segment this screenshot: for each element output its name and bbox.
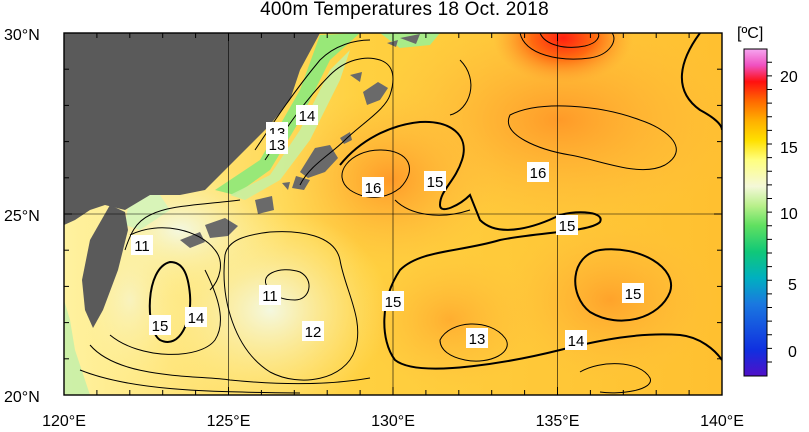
contour-label-text: 11: [262, 288, 278, 305]
contour-label-text: 14: [568, 333, 585, 350]
contour-label-text: 12: [305, 324, 322, 341]
contour-label: 16: [362, 177, 384, 197]
lat-label-30n: 30°N: [4, 27, 40, 44]
colorbar-label-0: 0: [788, 344, 797, 361]
contour-label: 11: [259, 285, 281, 305]
contour-label: 11: [131, 235, 153, 255]
lon-label-135e: 135°E: [536, 413, 580, 430]
warm-eddy: [493, 33, 633, 83]
colorbar-label-20: 20: [780, 69, 798, 86]
contour-label-text: 16: [530, 165, 547, 182]
land-mass-taiwan: [82, 205, 128, 328]
contour-label: 16: [527, 162, 549, 182]
colorbar-label-5: 5: [788, 277, 797, 294]
contour-label-text: 15: [385, 294, 402, 311]
contour-label: 12: [302, 321, 324, 341]
axis-ticks: [63, 32, 723, 396]
contour-label: 15: [424, 171, 446, 191]
contour-label: 13: [466, 328, 488, 348]
contour-label: 13: [266, 134, 288, 154]
contour-label-text: 13: [269, 137, 286, 154]
lon-label-130e: 130°E: [371, 413, 415, 430]
lon-label-120e: 120°E: [42, 413, 86, 430]
lat-label-20n: 20°N: [4, 389, 40, 406]
contour-label: 15: [382, 291, 404, 311]
contour-label-text: 13: [469, 331, 486, 348]
contour-label-text: 15: [152, 318, 169, 335]
colorbar-label-10: 10: [780, 206, 798, 223]
temperature-field: [64, 33, 722, 395]
land-mass-china: [64, 33, 320, 225]
latitude-labels: 30°N 25°N 20°N: [4, 27, 40, 406]
contour-label-text: 11: [134, 238, 150, 255]
colorbar-label-15: 15: [780, 140, 798, 157]
colorbar-ticks: [767, 61, 772, 363]
graticule: [64, 33, 722, 395]
contour-label-text: 15: [559, 218, 576, 235]
colorbar-gradient: [743, 48, 768, 377]
contour-label: 14: [185, 307, 207, 327]
lat-label-25n: 25°N: [4, 208, 40, 225]
contour-label-text: 15: [625, 286, 642, 303]
contour-label-text: 15: [427, 174, 444, 191]
contour-label: 14: [565, 330, 587, 350]
colorbar: 20 15 10 5 0: [743, 48, 798, 377]
contour-label-text: 16: [365, 180, 382, 197]
contour-label: 15: [149, 315, 171, 335]
contour-label: 15: [622, 283, 644, 303]
map-title: 400m Temperatures 18 Oct. 2018: [260, 0, 549, 20]
contour-label-text: 14: [299, 108, 316, 125]
contour-label: 15: [556, 215, 578, 235]
lon-label-140e: 140°E: [700, 413, 744, 430]
lon-label-125e: 125°E: [207, 413, 251, 430]
longitude-labels: 120°E 125°E 130°E 135°E 140°E: [42, 413, 744, 430]
unit-label: [ºC]: [737, 25, 763, 42]
contour-label: 14: [296, 105, 318, 125]
contour-label-text: 14: [188, 310, 205, 327]
